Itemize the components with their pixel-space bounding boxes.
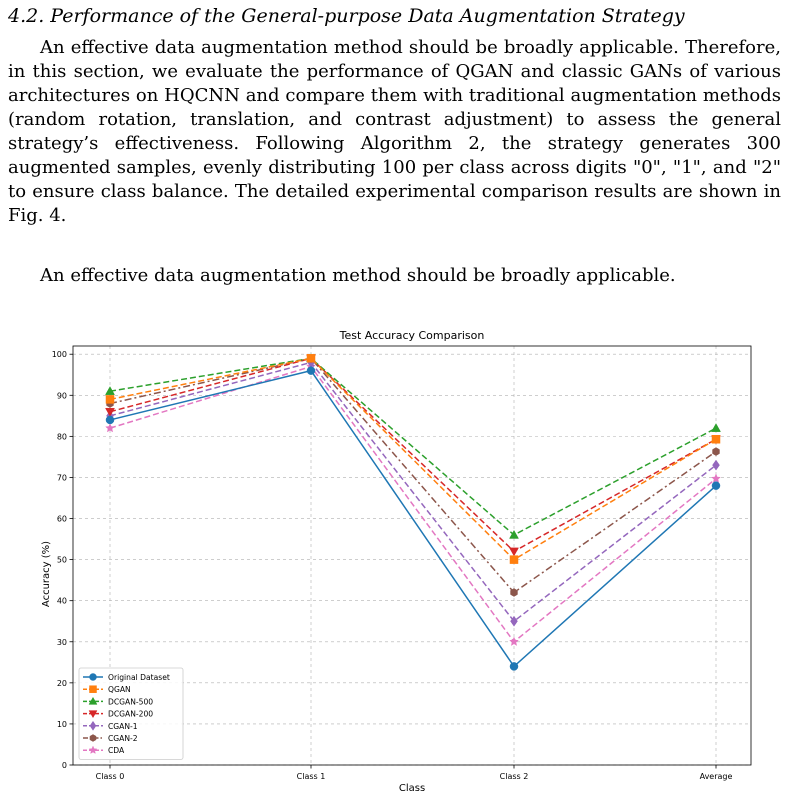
legend-marker — [89, 673, 97, 681]
y-tick-label: 20 — [57, 679, 67, 688]
legend-entry: CGAN-1 — [83, 720, 138, 731]
legend-box — [78, 667, 184, 760]
series-line — [109, 369, 717, 668]
data-point — [509, 636, 519, 646]
legend-marker — [88, 696, 98, 705]
plot-frame — [72, 345, 752, 766]
legend-marker — [89, 734, 97, 742]
x-tick-label: Class 2 — [500, 772, 529, 781]
chart-title: Test Accuracy Comparison — [339, 329, 485, 342]
legend-marker — [88, 710, 98, 719]
data-point — [509, 662, 519, 671]
legend: Original Dataset QGAN DCGAN-500 DCGAN-200 CG… — [78, 667, 184, 760]
y-tick-label: 90 — [57, 391, 67, 400]
series-dcgan-200 — [105, 354, 721, 557]
legend-entry: Original Dataset — [83, 673, 170, 682]
data-point — [711, 473, 721, 483]
data-point — [105, 415, 115, 425]
data-point — [306, 354, 316, 363]
legend-entry: DCGAN-200 — [83, 710, 153, 719]
x-axis-label: Class — [399, 783, 425, 794]
legend-label: CGAN-2 — [108, 734, 138, 743]
figure: 0 10 20 30 40 50 60 70 80 90 100 Class 0 Class 1 Clas… — [0, 318, 788, 798]
legend-label: CDA — [108, 746, 125, 755]
data-point — [105, 386, 115, 395]
data-point — [105, 423, 115, 433]
legend-entry: QGAN — [83, 685, 131, 694]
legend-label: DCGAN-200 — [108, 710, 153, 719]
data-point — [711, 434, 721, 444]
data-point — [711, 481, 721, 490]
line-chart: 0 10 20 30 40 50 60 70 80 90 100 Class 0 Class 1 Clas… — [41, 329, 752, 794]
x-tick-label: Average — [700, 772, 733, 781]
legend-label: DCGAN-500 — [108, 697, 153, 706]
legend-label: Original Dataset — [108, 673, 170, 682]
y-tick-label: 0 — [62, 761, 67, 770]
legend-label: QGAN — [108, 685, 131, 694]
x-tick-label: Class 1 — [297, 772, 326, 781]
data-point — [510, 588, 518, 597]
body-paragraph: An effective data augmentation method sh… — [8, 37, 781, 226]
data-point — [509, 555, 519, 564]
data-point — [712, 459, 720, 471]
data-point — [509, 547, 519, 557]
data-point — [105, 407, 115, 417]
body-paragraph: An effective data augmentation method sh… — [40, 265, 676, 286]
data-point — [306, 366, 316, 375]
section-heading: 4.2. Performance of the General-purpose … — [8, 5, 685, 27]
data-point — [510, 615, 518, 627]
data-point — [712, 447, 720, 456]
y-tick-label: 50 — [57, 556, 67, 565]
y-tick-label: 80 — [57, 432, 67, 441]
series-line — [109, 361, 717, 623]
y-tick-label: 40 — [57, 597, 67, 606]
series-dcgan-500 — [105, 353, 721, 539]
y-tick-label: 100 — [52, 350, 67, 359]
series-cgan-2 — [106, 354, 720, 597]
series-original-dataset — [105, 366, 721, 671]
legend-label: CGAN-1 — [108, 722, 138, 731]
series-line — [109, 357, 717, 561]
y-tick-label: 60 — [57, 515, 67, 524]
legend-marker — [89, 685, 97, 693]
y-axis-label: Accuracy (%) — [41, 541, 52, 607]
series — [105, 353, 721, 671]
series-qgan — [105, 354, 721, 564]
legend-marker — [89, 720, 97, 731]
series-line — [109, 357, 717, 536]
series-line — [109, 357, 717, 594]
series-line — [109, 357, 717, 553]
axes: 0 10 20 30 40 50 60 70 80 90 100 Class 0 Class 1 Clas… — [52, 345, 752, 781]
legend-entry: CDA — [83, 745, 125, 755]
legend-entry: CGAN-2 — [83, 734, 138, 743]
legend-entry: DCGAN-500 — [83, 696, 153, 706]
data-point — [105, 395, 115, 404]
legend-marker — [88, 745, 98, 754]
series-line — [109, 365, 717, 643]
y-tick-label: 10 — [57, 720, 67, 729]
data-point — [509, 529, 519, 539]
y-tick-label: 70 — [57, 473, 67, 482]
series-cda — [105, 361, 721, 646]
data-point — [711, 423, 721, 432]
x-tick-label: Class 0 — [96, 772, 125, 781]
y-tick-label: 30 — [57, 638, 67, 647]
